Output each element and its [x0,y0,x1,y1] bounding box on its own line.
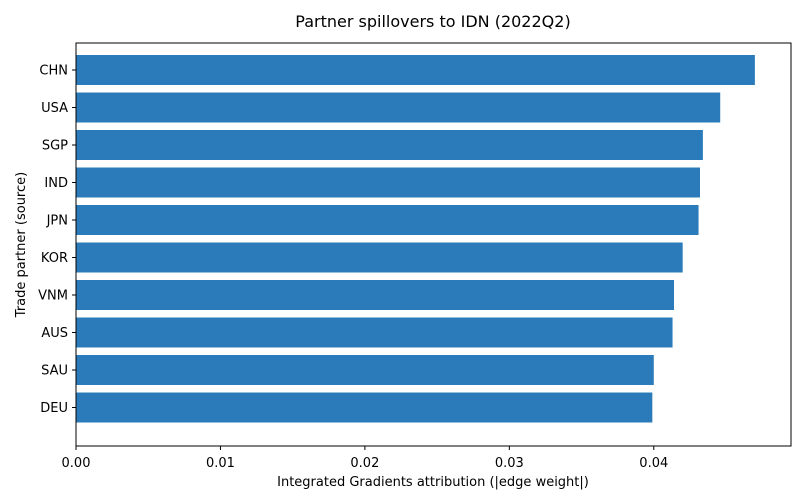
bar-usa [76,92,721,123]
y-tick-label-kor: KOR [41,251,68,266]
bars-group [76,55,755,423]
x-tick-label: 0.04 [639,456,668,471]
x-axis-ticks: 0.00 0.01 0.02 0.03 0.04 [62,446,668,471]
x-tick-label: 0.01 [206,456,235,471]
bar-vnm [76,280,674,310]
y-tick-label-sgp: SGP [42,139,68,154]
bar-kor [76,242,683,273]
y-tick-label-aus: AUS [41,326,68,341]
x-axis-label: Integrated Gradients attribution (|edge … [277,475,589,490]
y-tick-label-vnm: VNM [38,289,68,304]
bar-sau [76,355,654,385]
y-tick-label-ind: IND [44,176,68,191]
chart-title: Partner spillovers to IDN (2022Q2) [295,12,570,31]
bar-aus [76,317,673,348]
y-tick-label-usa: USA [41,101,68,116]
y-axis-ticks: CHN USA SGP IND JPN KOR VNM AUS SAU DEU [38,64,76,416]
plot-frame [75,42,792,447]
bar-ind [76,167,700,198]
y-axis-label: Trade partner (source) [14,172,29,318]
x-tick-label: 0.02 [350,456,379,471]
x-tick-label: 0.03 [495,456,524,471]
y-tick-label-deu: DEU [40,401,68,416]
bar-deu [76,392,653,423]
bar-chn [76,55,755,85]
y-tick-label-jpn: JPN [46,214,68,229]
x-tick-label: 0.00 [62,456,91,471]
bar-jpn [76,205,699,235]
bar-sgp [76,130,703,160]
y-tick-label-chn: CHN [39,64,68,79]
y-tick-label-sau: SAU [41,364,68,379]
